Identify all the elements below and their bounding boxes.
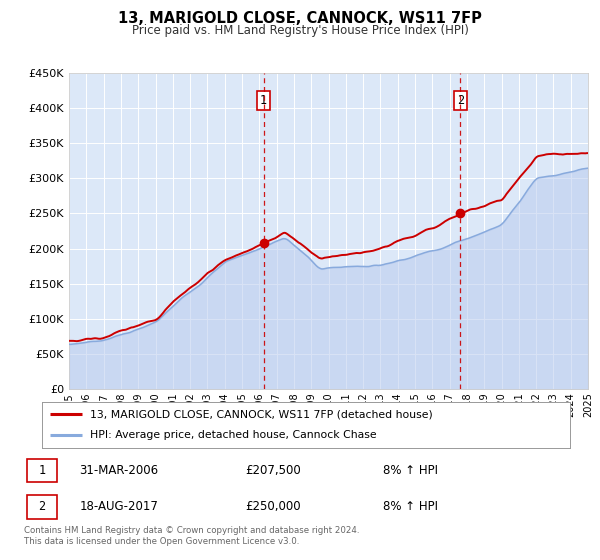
Text: Price paid vs. HM Land Registry's House Price Index (HPI): Price paid vs. HM Land Registry's House … xyxy=(131,24,469,36)
Text: 13, MARIGOLD CLOSE, CANNOCK, WS11 7FP (detached house): 13, MARIGOLD CLOSE, CANNOCK, WS11 7FP (d… xyxy=(89,409,432,419)
Text: Contains HM Land Registry data © Crown copyright and database right 2024.
This d: Contains HM Land Registry data © Crown c… xyxy=(24,526,359,546)
Text: 8% ↑ HPI: 8% ↑ HPI xyxy=(383,464,438,477)
Text: £207,500: £207,500 xyxy=(245,464,301,477)
Text: 2: 2 xyxy=(38,500,46,514)
Text: 1: 1 xyxy=(260,95,267,108)
Text: 8% ↑ HPI: 8% ↑ HPI xyxy=(383,500,438,514)
Text: 31-MAR-2006: 31-MAR-2006 xyxy=(79,464,158,477)
Text: £250,000: £250,000 xyxy=(245,500,301,514)
Text: HPI: Average price, detached house, Cannock Chase: HPI: Average price, detached house, Cann… xyxy=(89,431,376,441)
Text: 18-AUG-2017: 18-AUG-2017 xyxy=(79,500,158,514)
Text: 1: 1 xyxy=(38,464,46,477)
Bar xyxy=(27,495,57,519)
Text: 2: 2 xyxy=(457,95,464,108)
Bar xyxy=(27,459,57,482)
Text: 13, MARIGOLD CLOSE, CANNOCK, WS11 7FP: 13, MARIGOLD CLOSE, CANNOCK, WS11 7FP xyxy=(118,11,482,26)
